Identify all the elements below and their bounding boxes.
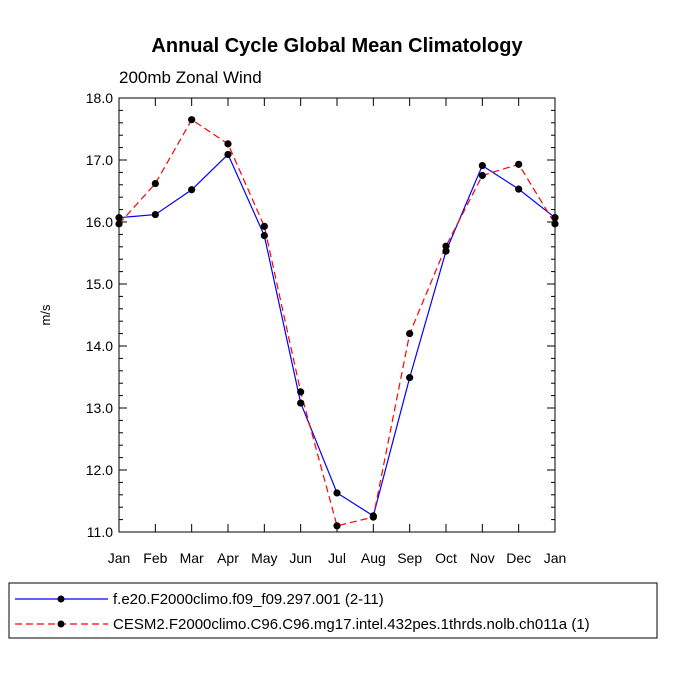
y-tick-label: 17.0	[86, 152, 113, 168]
y-tick-labels: 11.0 12.0 13.0 14.0 15.0 16.0 17.0 18.0	[86, 90, 113, 540]
series-line-1	[118, 153, 556, 517]
series-1-point	[515, 185, 523, 193]
series-1-point	[333, 489, 341, 497]
series-2-point	[151, 179, 159, 188]
x-tick-label: Nov	[470, 550, 495, 566]
series-1-point	[224, 150, 232, 159]
x-tick-label: May	[251, 550, 277, 566]
series-2-point	[515, 160, 523, 168]
y-tick-label: 11.0	[87, 524, 113, 540]
chart-subtitle: 200mb Zonal Wind	[119, 68, 262, 87]
x-tick-label: Feb	[143, 550, 167, 566]
y-tick-label: 15.0	[86, 276, 113, 292]
series-1-point	[188, 186, 196, 194]
y-tick-label: 18.0	[86, 90, 113, 106]
axis-ticks	[118, 97, 556, 533]
series-1-point	[478, 161, 486, 170]
legend: f.e20.F2000climo.f09_f09.297.001 (2-11) …	[8, 582, 658, 639]
legend-box	[8, 582, 658, 639]
chart-title: Annual Cycle Global Mean Climatology	[151, 35, 523, 57]
x-tick-label: Dec	[506, 550, 531, 566]
x-tick-label: Apr	[217, 550, 239, 566]
series-2-point	[406, 330, 414, 338]
series-2-point	[333, 522, 341, 530]
y-tick-label: 12.0	[86, 462, 113, 478]
legend-label-control: CESM2.F2000climo.C96.C96.mg17.intel.432p…	[113, 616, 590, 633]
series-1-point	[406, 374, 414, 382]
legend-marker-model	[57, 595, 65, 603]
x-tick-label: Oct	[435, 550, 457, 566]
series-2-point	[369, 513, 377, 521]
series-1-point	[442, 247, 450, 255]
x-tick-label: Sep	[397, 550, 422, 566]
x-tick-label: Jan	[544, 550, 567, 566]
y-tick-label: 13.0	[86, 400, 113, 416]
series-1-point	[151, 210, 159, 219]
series-line-2	[118, 118, 556, 527]
x-tick-labels: Jan Feb Mar Apr May Jun Jul Aug Sep Oct Nov Dec Jan	[108, 550, 567, 566]
plot-frame	[118, 97, 556, 533]
series-1-point	[260, 232, 268, 240]
series-2-point	[442, 242, 450, 250]
x-tick-label: Aug	[361, 550, 386, 566]
y-axis-label: m/s	[38, 304, 53, 325]
legend-marker-control	[57, 620, 65, 628]
series-2-point	[297, 388, 305, 396]
y-tick-label: 14.0	[86, 338, 113, 354]
legend-label-model: f.e20.F2000climo.f09_f09.297.001 (2-11)	[113, 591, 384, 608]
x-tick-label: Jul	[328, 550, 346, 566]
series-2-point	[478, 171, 486, 180]
x-tick-label: Jun	[289, 550, 312, 566]
series-2-point	[188, 116, 196, 124]
series-1-point	[297, 399, 305, 407]
series-2-point	[224, 140, 232, 148]
x-tick-label: Jan	[108, 550, 131, 566]
y-tick-label: 16.0	[86, 214, 113, 230]
series-layer	[115, 116, 559, 530]
x-tick-label: Mar	[180, 550, 204, 566]
series-2-point	[260, 222, 268, 230]
